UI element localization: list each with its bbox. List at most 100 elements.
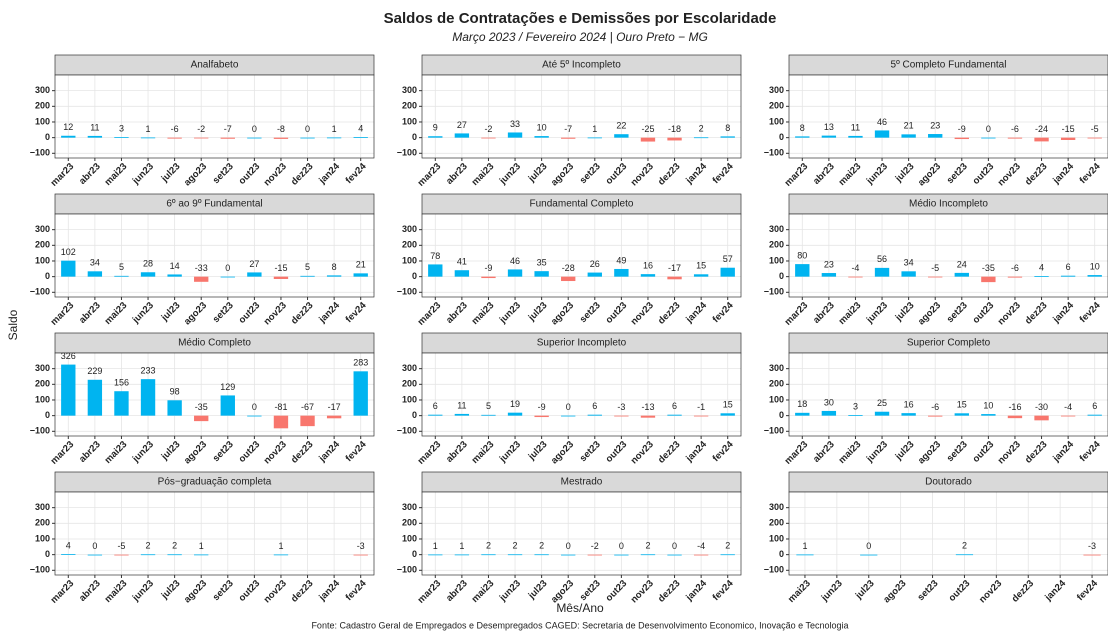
- x-tick-label: fev24: [1078, 439, 1103, 464]
- facet-title: 6º ao 9º Fundamental: [166, 199, 262, 210]
- value-label: -6: [1011, 263, 1019, 273]
- x-tick-label: set23: [945, 161, 970, 186]
- y-tick-label: 100: [402, 116, 417, 126]
- value-label: 3: [853, 402, 858, 412]
- y-tick-label: 200: [402, 518, 417, 528]
- bar: [640, 554, 656, 556]
- value-label: 27: [249, 259, 259, 269]
- x-tick-label: jan24: [683, 439, 709, 465]
- x-tick-label: mai23: [103, 300, 130, 327]
- y-tick-label: 200: [35, 101, 50, 111]
- x-tick-label: mar23: [783, 439, 811, 467]
- value-label: 21: [904, 121, 914, 131]
- x-tick-label: fev24: [711, 439, 736, 464]
- x-tick-label: jul23: [893, 161, 917, 185]
- bar: [1083, 554, 1101, 556]
- x-tick-label: mai23: [470, 300, 497, 327]
- x-tick-label: set23: [578, 439, 603, 464]
- bar: [955, 554, 974, 556]
- value-label: -2: [197, 124, 205, 134]
- x-tick-label: mai23: [837, 300, 864, 327]
- x-tick-label: jan24: [316, 161, 342, 187]
- y-tick-label: 300: [35, 85, 50, 95]
- facet-title: Doutorado: [925, 477, 972, 488]
- x-tick-label: mai23: [103, 439, 130, 466]
- x-tick-label: abr23: [77, 578, 103, 604]
- x-tick-label: out23: [604, 439, 630, 465]
- x-tick-label: jun23: [497, 300, 523, 326]
- x-tick-label: ago23: [549, 300, 576, 327]
- y-tick-label: −100: [397, 426, 417, 436]
- bar: [874, 267, 890, 277]
- bar: [454, 413, 470, 416]
- value-label: 6: [433, 401, 438, 411]
- y-tick-label: 200: [769, 101, 784, 111]
- bar: [640, 137, 656, 142]
- value-label: 28: [143, 259, 153, 269]
- y-tick-label: 0: [412, 410, 417, 420]
- value-label: 129: [220, 382, 235, 392]
- value-label: 4: [1039, 262, 1044, 272]
- x-tick-label: jun23: [130, 300, 156, 326]
- bar: [848, 135, 863, 138]
- panel-border: [421, 352, 742, 437]
- y-tick-label: 200: [35, 379, 50, 389]
- bar: [1007, 276, 1023, 278]
- bar: [720, 267, 735, 277]
- value-label: 33: [510, 119, 520, 129]
- y-tick-label: −100: [30, 148, 50, 158]
- bar: [428, 136, 443, 138]
- value-label: -5: [931, 263, 939, 273]
- value-label: 9: [433, 123, 438, 133]
- bar: [901, 134, 916, 138]
- bar: [587, 554, 602, 556]
- value-label: -2: [591, 541, 599, 551]
- bar: [140, 272, 156, 277]
- value-label: 10: [537, 122, 547, 132]
- bar: [454, 270, 470, 277]
- value-label: 5: [119, 262, 124, 272]
- value-label: -1: [697, 402, 705, 412]
- y-tick-label: 0: [45, 549, 50, 559]
- x-tick-label: ago23: [549, 439, 576, 466]
- value-label: 1: [459, 541, 464, 551]
- bar: [481, 554, 496, 556]
- y-tick-label: 0: [779, 410, 784, 420]
- value-label: -4: [851, 263, 859, 273]
- value-label: 2: [699, 124, 704, 134]
- value-label: -28: [562, 263, 575, 273]
- bar: [928, 276, 943, 278]
- y-tick-label: 0: [412, 549, 417, 559]
- y-tick-label: 200: [402, 240, 417, 250]
- value-label: 98: [170, 387, 180, 397]
- bar: [720, 554, 735, 556]
- bar: [220, 137, 235, 139]
- bar: [273, 276, 289, 279]
- y-tick-label: 300: [402, 224, 417, 234]
- value-label: 41: [457, 257, 467, 267]
- x-tick-label: out23: [971, 300, 997, 326]
- value-label: 229: [87, 366, 102, 376]
- x-tick-label: dez23: [656, 578, 682, 604]
- value-label: 0: [866, 541, 871, 551]
- bar: [587, 137, 602, 139]
- panel: [422, 75, 741, 158]
- bar: [720, 136, 735, 138]
- panel-border: [421, 213, 742, 298]
- y-tick-label: 300: [769, 502, 784, 512]
- bar: [167, 137, 182, 139]
- bar: [300, 137, 315, 139]
- value-label: 2: [962, 541, 967, 551]
- x-tick-label: fev24: [344, 300, 369, 325]
- x-tick-label: jan24: [1050, 161, 1076, 187]
- value-label: 8: [725, 123, 730, 133]
- x-tick-label: out23: [237, 439, 263, 465]
- x-tick-label: dez23: [656, 439, 682, 465]
- y-tick-label: 100: [35, 533, 50, 543]
- y-tick-label: −100: [764, 426, 784, 436]
- x-tick-label: jul23: [526, 300, 550, 324]
- bar: [667, 414, 682, 416]
- x-tick-label: fev24: [711, 578, 736, 603]
